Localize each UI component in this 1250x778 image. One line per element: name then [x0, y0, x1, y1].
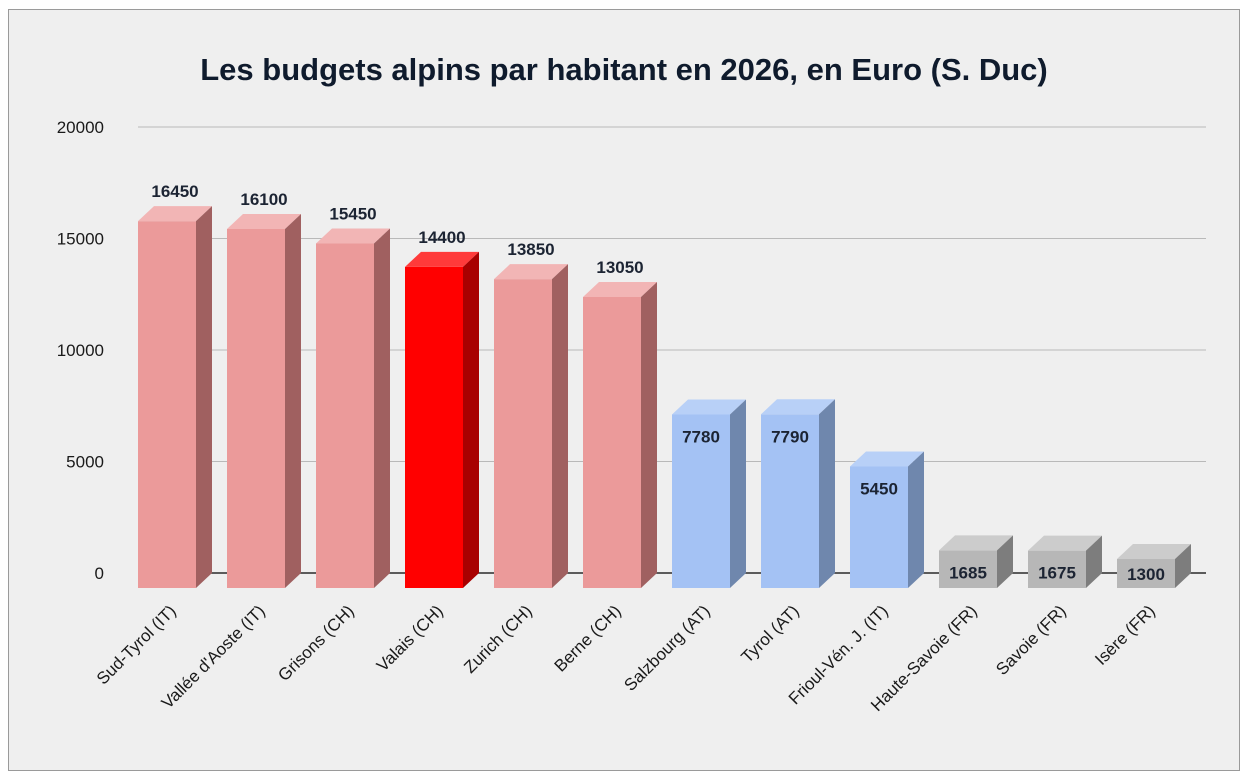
bar-top — [672, 399, 746, 415]
y-tick-label: 0 — [95, 564, 104, 583]
y-tick-label: 5000 — [66, 453, 104, 472]
bar — [1028, 535, 1102, 588]
bar-side — [196, 206, 212, 589]
x-category-label: Salzbourg (AT) — [620, 601, 713, 694]
bar-front — [761, 414, 819, 588]
bar — [316, 228, 390, 588]
bar-side — [641, 281, 657, 588]
data-label: 1675 — [1038, 564, 1076, 583]
bar-front — [850, 466, 908, 588]
bar — [583, 281, 657, 588]
x-category-label: Grisons (CH) — [274, 601, 358, 685]
data-label: 13850 — [507, 240, 554, 259]
bar-front — [583, 296, 641, 588]
bar-side — [908, 451, 924, 588]
bar-side — [1175, 544, 1191, 588]
x-category-label: Zurich (CH) — [460, 601, 536, 677]
bar-top — [405, 251, 479, 267]
bar — [1117, 544, 1191, 588]
bar-front — [939, 550, 997, 588]
x-category-label: Valais (CH) — [373, 601, 447, 675]
bar-side — [997, 535, 1013, 588]
bar-side — [730, 399, 746, 588]
bar-side — [374, 228, 390, 588]
y-tick-label: 15000 — [57, 230, 104, 249]
data-label: 7790 — [771, 427, 809, 446]
y-axis-ticks: 0 5000 10000 15000 20000 — [57, 118, 104, 583]
bar-top — [850, 451, 924, 467]
data-label: 13050 — [596, 258, 643, 277]
y-tick-label: 20000 — [57, 118, 104, 137]
data-label: 16100 — [240, 190, 287, 209]
data-label: 16450 — [151, 182, 198, 201]
bar-front — [672, 414, 730, 588]
bar-side — [463, 251, 479, 588]
bar-top — [939, 535, 1013, 551]
data-label: 1300 — [1127, 565, 1165, 584]
bar — [672, 399, 746, 588]
x-category-label: Savoie (FR) — [992, 601, 1070, 679]
data-label: 14400 — [418, 228, 465, 247]
data-label: 1685 — [949, 563, 987, 582]
bar-front — [1117, 559, 1175, 588]
bar — [494, 264, 568, 588]
data-label: 15450 — [329, 204, 376, 223]
bar — [227, 213, 301, 588]
bar-side — [1086, 535, 1102, 588]
x-category-label: Tyrol (AT) — [738, 601, 803, 666]
bar — [761, 399, 835, 588]
data-label: 7780 — [682, 428, 720, 447]
bar-front — [138, 221, 196, 589]
x-category-label: Sud-Tyrol (IT) — [93, 601, 180, 688]
bar-top — [1028, 535, 1102, 551]
data-label: 5450 — [860, 479, 898, 498]
bar-top — [1117, 544, 1191, 560]
bar-front — [1028, 550, 1086, 588]
bar-top — [761, 399, 835, 415]
x-category-label: Isère (FR) — [1091, 601, 1159, 669]
bar-side — [285, 213, 301, 588]
x-axis-categories: Sud-Tyrol (IT)Vallée d'Aoste (IT) Grisons… — [93, 601, 1159, 715]
bar — [850, 451, 924, 588]
bar-side — [552, 264, 568, 588]
bar-top — [227, 213, 301, 229]
bar-side — [819, 399, 835, 588]
bar — [138, 206, 212, 589]
y-tick-label: 10000 — [57, 341, 104, 360]
bar-front — [316, 243, 374, 588]
bar — [405, 251, 479, 588]
bar-front — [405, 266, 463, 588]
bar-front — [227, 228, 285, 588]
bar-top — [316, 228, 390, 244]
chart-title: Les budgets alpins par habitant en 2026,… — [200, 52, 1048, 87]
bar — [939, 535, 1013, 588]
bar-front — [494, 279, 552, 588]
bar-top — [138, 206, 212, 222]
bar-top — [494, 264, 568, 280]
bar-top — [583, 281, 657, 297]
x-category-label: Berne (CH) — [551, 601, 625, 675]
bars: 16450 16100 15450 14400 13850 13050 7780 7790 54… — [138, 182, 1191, 589]
